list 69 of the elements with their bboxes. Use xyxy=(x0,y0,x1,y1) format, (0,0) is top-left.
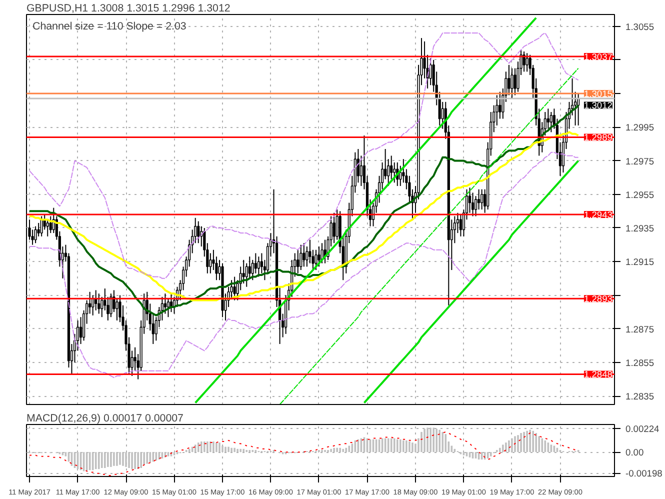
candlestick xyxy=(257,256,260,278)
y-tick-label: 1.2855 xyxy=(626,358,654,368)
candlestick xyxy=(197,220,200,244)
candlestick xyxy=(46,219,49,237)
candlestick xyxy=(164,293,167,314)
candlestick xyxy=(49,216,52,234)
candlestick xyxy=(248,256,251,279)
candlestick xyxy=(318,246,320,268)
ref-line-label: 1.2893 xyxy=(584,294,612,304)
candlestick xyxy=(508,64,510,96)
candlestick xyxy=(459,214,462,237)
candlestick xyxy=(360,155,363,186)
candlestick xyxy=(429,58,432,86)
candlestick xyxy=(384,148,387,180)
candlestick xyxy=(526,52,528,72)
candlestick xyxy=(254,252,257,274)
candlestick xyxy=(37,222,40,237)
candlestick xyxy=(514,68,516,96)
candlestick xyxy=(88,291,92,314)
candlestick xyxy=(242,259,245,284)
y-tick-label: 1.2915 xyxy=(626,257,654,268)
annotation: Channel size = 110 Slope = 2.03 xyxy=(32,20,186,32)
candlestick xyxy=(332,212,336,244)
candlestick xyxy=(546,108,550,130)
candlestick xyxy=(478,188,480,210)
line-series xyxy=(279,68,579,404)
line-series xyxy=(194,16,538,404)
candlestick xyxy=(296,249,300,274)
candlestick xyxy=(356,148,360,184)
candlestick xyxy=(390,155,393,180)
candlestick xyxy=(209,252,212,274)
candlestick xyxy=(480,188,484,210)
y-tick-label: 1.3055 xyxy=(626,22,654,32)
chart-title: MACD(12,26,9) 0.00017 0.00007 xyxy=(26,412,184,424)
y-tick-label: 0.00224 xyxy=(626,424,660,434)
candlestick xyxy=(302,242,306,268)
line-series xyxy=(363,160,580,404)
candlestick xyxy=(522,50,526,72)
candlestick xyxy=(300,244,302,271)
y-tick-label: 1.2835 xyxy=(626,392,654,402)
y-tick-label: 1.2955 xyxy=(626,190,654,200)
candlestick xyxy=(233,276,236,301)
candlestick xyxy=(79,316,82,344)
candlestick xyxy=(393,162,396,184)
ref-line-label: 1.2943 xyxy=(584,210,612,220)
y-tick-label: 1.2995 xyxy=(626,122,654,133)
y-tick-label: 1.2935 xyxy=(626,223,654,234)
chart-title: GBPUSD,H1 1.3008 1.3015 1.2996 1.3012 xyxy=(26,2,230,14)
candlestick xyxy=(116,298,118,321)
ref-line-label: 1.2989 xyxy=(584,132,612,143)
candlestick xyxy=(441,101,444,130)
candlestick xyxy=(498,91,502,120)
candlestick xyxy=(468,187,472,214)
ref-line-label: 1.3037 xyxy=(584,52,612,62)
candlestick xyxy=(550,112,552,133)
candlestick xyxy=(314,249,318,271)
line-series xyxy=(29,32,579,279)
ref-line-label: 1.2848 xyxy=(584,370,612,380)
line-series xyxy=(29,152,579,378)
y-tick-label: -0.00198 xyxy=(626,468,662,479)
ref-line-label: 1.3012 xyxy=(584,100,612,111)
y-tick-label: 0.00 xyxy=(626,448,644,458)
ref-line-label: 1.3015 xyxy=(584,89,612,100)
candlestick xyxy=(510,68,514,100)
candlestick xyxy=(98,293,100,314)
y-tick-label: 1.2875 xyxy=(626,324,654,334)
candlestick xyxy=(34,226,37,244)
candlestick xyxy=(320,242,324,264)
y-tick-label: 1.2975 xyxy=(626,156,654,166)
